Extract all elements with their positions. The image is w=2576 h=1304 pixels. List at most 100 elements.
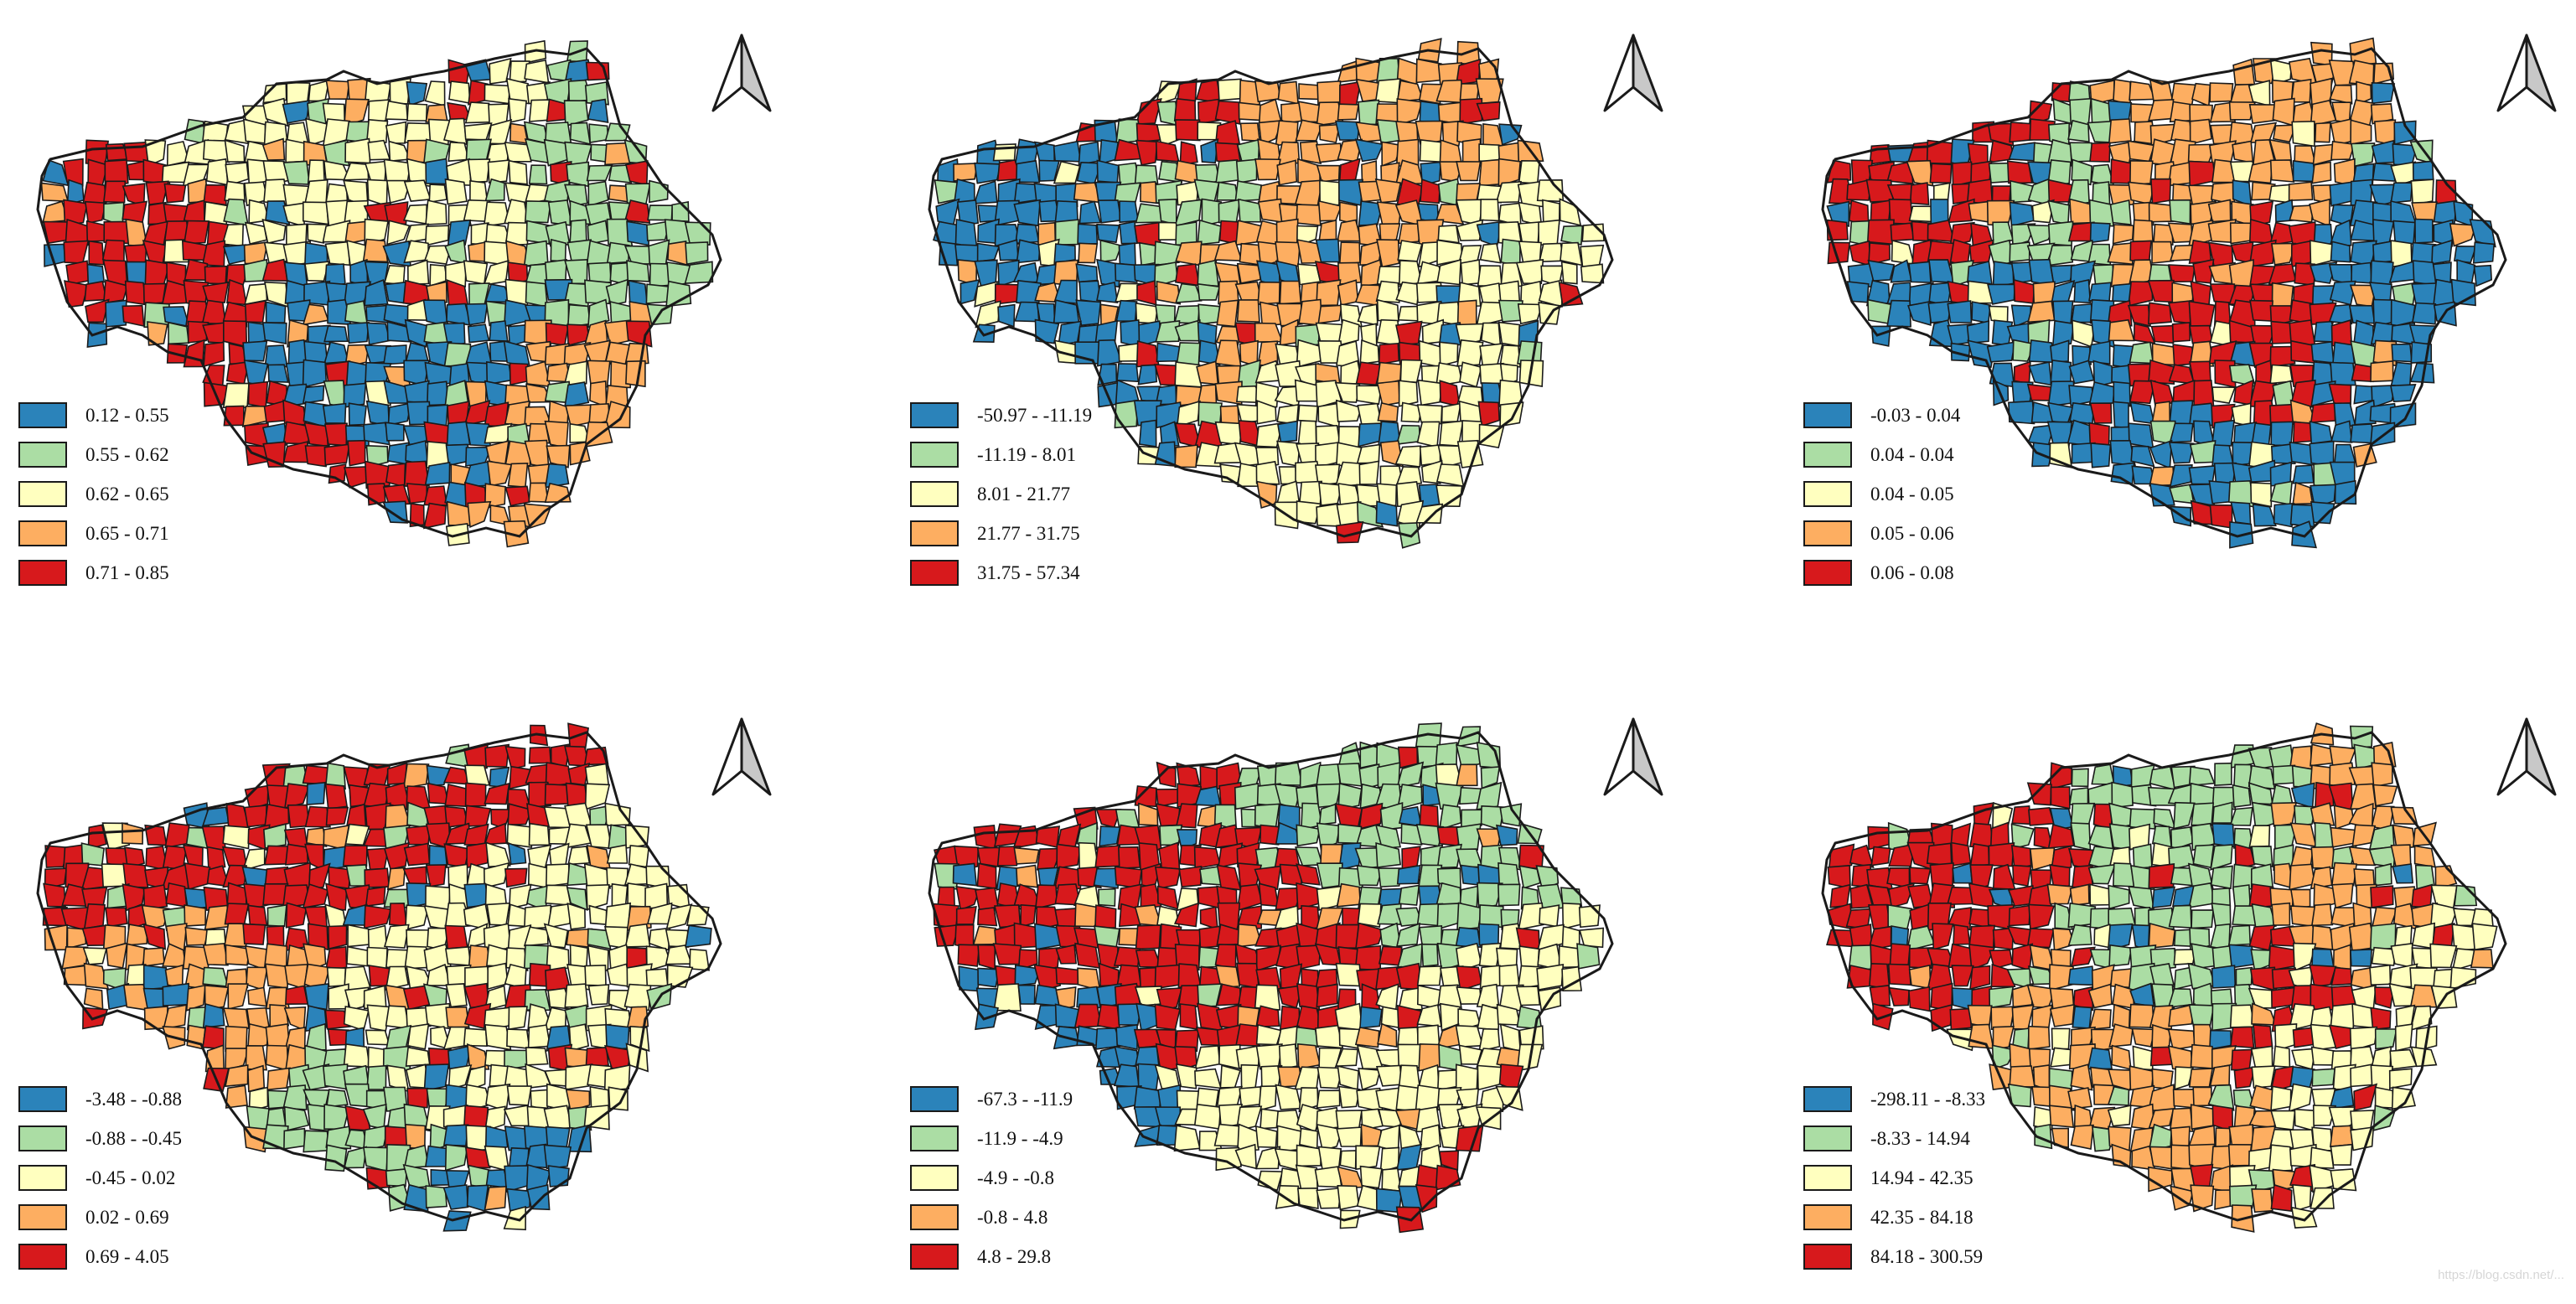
region-polygon xyxy=(1338,241,1361,266)
legend-swatch xyxy=(18,1204,67,1230)
region-polygon xyxy=(1971,301,1991,324)
region-polygon xyxy=(2110,462,2135,485)
region-polygon xyxy=(308,862,331,891)
region-polygon xyxy=(2371,762,2393,788)
region-polygon xyxy=(1395,281,1420,306)
region-polygon xyxy=(283,1105,310,1132)
region-polygon xyxy=(565,1063,593,1091)
legend-label: -4.9 - -0.8 xyxy=(977,1167,1054,1188)
region-polygon xyxy=(2253,1024,2273,1049)
region-polygon xyxy=(2356,80,2372,106)
region-polygon xyxy=(1946,1028,1975,1052)
region-polygons xyxy=(1826,722,2498,1233)
region-polygon xyxy=(2129,341,2154,365)
region-polygon xyxy=(1337,318,1360,347)
region-polygon xyxy=(83,903,106,930)
region-polygon xyxy=(2412,302,2437,325)
region-polygon xyxy=(2209,82,2234,103)
region-polygon xyxy=(367,924,388,950)
region-polygon xyxy=(2371,81,2396,105)
legend-entry: 0.65 - 0.71 xyxy=(18,514,169,553)
region-polygon xyxy=(2310,501,2335,525)
region-polygon xyxy=(977,907,998,927)
region-polygon xyxy=(2330,1143,2353,1166)
region-polygon xyxy=(2235,966,2253,990)
region-polygon xyxy=(2210,124,2233,145)
region-polygon xyxy=(1257,198,1283,223)
region-polygon xyxy=(1175,220,1197,246)
region-polygon xyxy=(1255,220,1279,246)
region-polygon xyxy=(225,1084,248,1109)
region-polygon xyxy=(2046,159,2072,187)
region-polygon xyxy=(304,444,330,468)
region-polygon xyxy=(261,218,287,245)
region-polygon xyxy=(587,928,612,950)
region-polygon xyxy=(1948,198,1975,224)
legend-entry: -0.8 - 4.8 xyxy=(910,1198,1073,1237)
region-polygon xyxy=(1968,944,1996,970)
map-legend: -67.3 - -11.9 -11.9 - -4.9 -4.9 - -0.8 -… xyxy=(910,1079,1073,1276)
region-polygon xyxy=(2231,402,2252,427)
region-polygon xyxy=(1177,963,1202,989)
region-polygon xyxy=(343,382,367,409)
region-polygon xyxy=(1295,119,1323,142)
legend-entry: 84.18 - 300.59 xyxy=(1803,1237,1985,1276)
region-polygon xyxy=(2028,361,2052,386)
region-polygon xyxy=(1075,263,1099,283)
region-polygon xyxy=(1968,1023,1994,1049)
region-polygon xyxy=(528,746,552,764)
region-polygon xyxy=(605,278,628,307)
region-polygon xyxy=(343,766,369,789)
region-polygon xyxy=(955,905,977,925)
legend-label: 0.65 - 0.71 xyxy=(85,522,169,544)
region-polygon xyxy=(1888,986,1911,1006)
region-polygon xyxy=(1992,863,2016,891)
region-polygon xyxy=(1561,902,1581,930)
region-polygon xyxy=(1378,867,1402,887)
region-polygon xyxy=(483,923,512,951)
region-polygon xyxy=(2089,142,2111,163)
region-polygon xyxy=(302,201,329,225)
region-polygon xyxy=(402,1163,431,1189)
region-polygon xyxy=(1216,864,1242,891)
legend-entry: -0.03 - 0.04 xyxy=(1803,396,1960,435)
region-polygon xyxy=(2270,1085,2292,1111)
legend-swatch xyxy=(18,560,67,586)
legend-swatch xyxy=(910,1086,959,1112)
region-polygon xyxy=(1868,903,1891,930)
region-polygon xyxy=(222,1007,251,1029)
region-polygon xyxy=(2271,902,2291,926)
region-polygon xyxy=(484,822,508,846)
region-polygon xyxy=(1236,262,1261,284)
region-polygon xyxy=(977,944,996,970)
region-polygon xyxy=(626,260,650,282)
region-polygon xyxy=(1397,240,1423,262)
region-polygon xyxy=(224,903,250,925)
region-polygon xyxy=(2070,822,2092,851)
region-polygon xyxy=(563,360,588,386)
legend-swatch xyxy=(18,402,67,428)
region-polygon xyxy=(342,903,368,926)
region-polygon xyxy=(2091,763,2115,785)
region-polygon xyxy=(955,885,980,911)
region-polygon xyxy=(463,260,489,285)
region-polygon xyxy=(1053,160,1081,184)
legend-label: -298.11 - -8.33 xyxy=(1870,1088,1986,1110)
legend-label: -67.3 - -11.9 xyxy=(977,1088,1073,1110)
region-polygon xyxy=(385,422,405,442)
region-polygon xyxy=(2294,805,2316,828)
region-polygon xyxy=(1236,962,1260,990)
region-polygon xyxy=(1968,882,1994,908)
region-polygon xyxy=(2129,159,2154,186)
region-polygon xyxy=(1517,303,1544,325)
region-polygon xyxy=(2073,279,2092,304)
region-polygon xyxy=(347,924,371,948)
region-polygon xyxy=(246,966,268,991)
region-polygon xyxy=(426,281,447,304)
region-polygon xyxy=(163,183,187,204)
region-polygon xyxy=(2188,765,2216,787)
region-polygon xyxy=(957,944,980,967)
region-polygon xyxy=(426,764,452,787)
region-polygon xyxy=(1376,318,1401,347)
region-polygon xyxy=(2010,845,2032,871)
